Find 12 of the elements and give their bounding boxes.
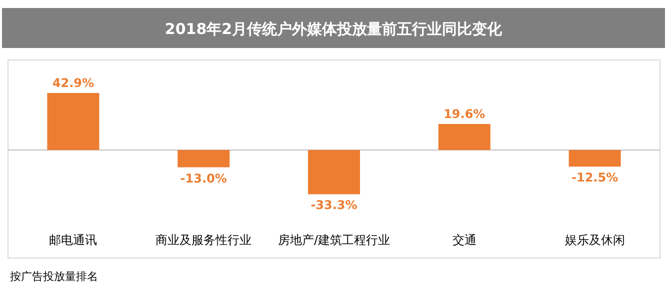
x-tick-label: 房地产/建筑工程行业	[278, 233, 390, 247]
data-label: 19.6%	[444, 106, 486, 121]
data-label: -12.5%	[571, 170, 618, 185]
x-tick-label: 邮电通讯	[49, 233, 98, 247]
data-label: 42.9%	[52, 76, 94, 90]
x-tick-label: 交通	[452, 233, 476, 247]
x-tick-label: 商业及服务性行业	[156, 233, 252, 247]
data-label: -13.0%	[180, 171, 227, 186]
text: 按广告投放量排名	[10, 270, 98, 283]
data-label: -33.3%	[310, 198, 358, 212]
chart-title: 2018年2月传统户外媒体投放量前五行业同比变化	[164, 20, 504, 38]
x-tick-label: 娱乐及休闲	[564, 233, 625, 247]
